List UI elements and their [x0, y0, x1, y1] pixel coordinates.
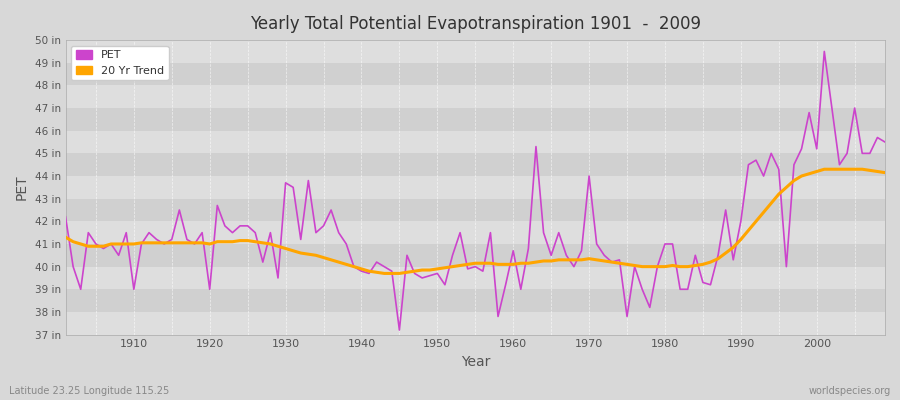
- PET: [607, 260, 617, 264]
- Bar: [66, 176, 885, 199]
- 20 Yr Trend: [288, 248, 299, 253]
- Text: Latitude 23.25 Longitude 115.25: Latitude 23.25 Longitude 115.25: [9, 386, 169, 396]
- 20 Yr Trend: [379, 271, 390, 276]
- 20 Yr Trend: [607, 260, 617, 264]
- Bar: [66, 63, 885, 86]
- Bar: [66, 244, 885, 267]
- Bar: [66, 153, 885, 176]
- 20 Yr Trend: [879, 170, 890, 175]
- Bar: [66, 289, 885, 312]
- Bar: [66, 131, 885, 153]
- Line: 20 Yr Trend: 20 Yr Trend: [66, 169, 885, 274]
- PET: [121, 230, 131, 235]
- Y-axis label: PET: PET: [15, 174, 29, 200]
- Bar: [66, 267, 885, 289]
- 20 Yr Trend: [121, 242, 131, 246]
- Title: Yearly Total Potential Evapotranspiration 1901  -  2009: Yearly Total Potential Evapotranspiratio…: [250, 15, 701, 33]
- X-axis label: Year: Year: [461, 355, 490, 369]
- Text: worldspecies.org: worldspecies.org: [809, 386, 891, 396]
- PET: [879, 140, 890, 144]
- Bar: [66, 221, 885, 244]
- PET: [288, 185, 299, 190]
- Legend: PET, 20 Yr Trend: PET, 20 Yr Trend: [71, 46, 168, 80]
- PET: [333, 230, 344, 235]
- Bar: [66, 108, 885, 131]
- Bar: [66, 199, 885, 221]
- PET: [508, 248, 518, 253]
- 20 Yr Trend: [819, 167, 830, 172]
- 20 Yr Trend: [60, 235, 71, 240]
- 20 Yr Trend: [516, 261, 526, 266]
- Line: PET: PET: [66, 52, 885, 330]
- PET: [819, 49, 830, 54]
- PET: [60, 214, 71, 219]
- Bar: [66, 86, 885, 108]
- PET: [394, 328, 405, 332]
- Bar: [66, 40, 885, 63]
- Bar: [66, 312, 885, 334]
- 20 Yr Trend: [508, 262, 518, 267]
- 20 Yr Trend: [333, 260, 344, 264]
- PET: [516, 287, 526, 292]
